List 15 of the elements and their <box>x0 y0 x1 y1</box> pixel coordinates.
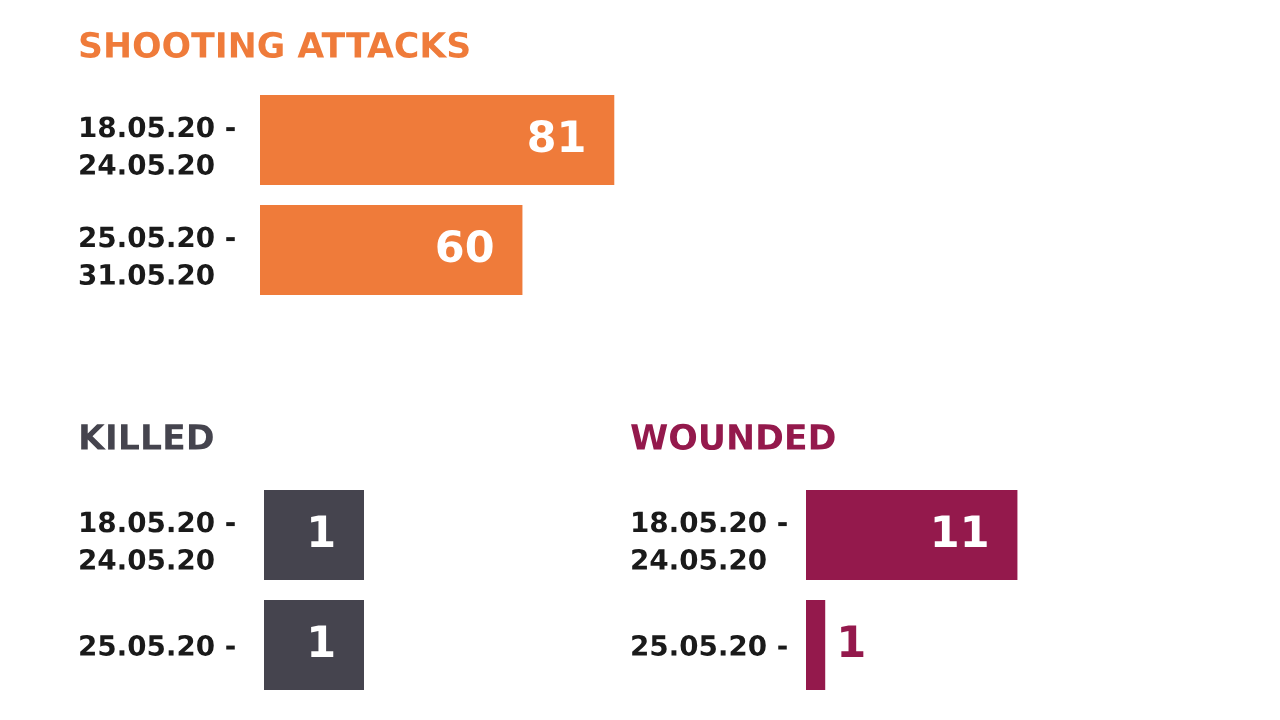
data-label: 60 <box>437 229 493 263</box>
y-tick-label: 18.05.20 - 24.05.20 <box>80 511 235 570</box>
data-label: 1 <box>311 625 334 657</box>
y-tick-label: 25.05.20 - <box>632 634 787 656</box>
chart-title: KILLED <box>81 424 213 450</box>
y-tick-label: 25.05.20 - 31.05.20 <box>79 226 235 285</box>
data-label: 81 <box>529 119 584 153</box>
chart-title: WOUNDED <box>631 423 835 451</box>
data-label: 1 <box>841 625 864 657</box>
chart-title: SHOOTING ATTACKS <box>80 31 469 59</box>
data-label: 11 <box>934 515 987 547</box>
y-tick-label: 18.05.20 - 24.05.20 <box>632 511 787 570</box>
y-tick-label: 25.05.20 - <box>80 634 235 656</box>
data-label: 1 <box>311 515 334 547</box>
y-tick-label: 18.05.20 - 24.05.20 <box>80 116 235 175</box>
